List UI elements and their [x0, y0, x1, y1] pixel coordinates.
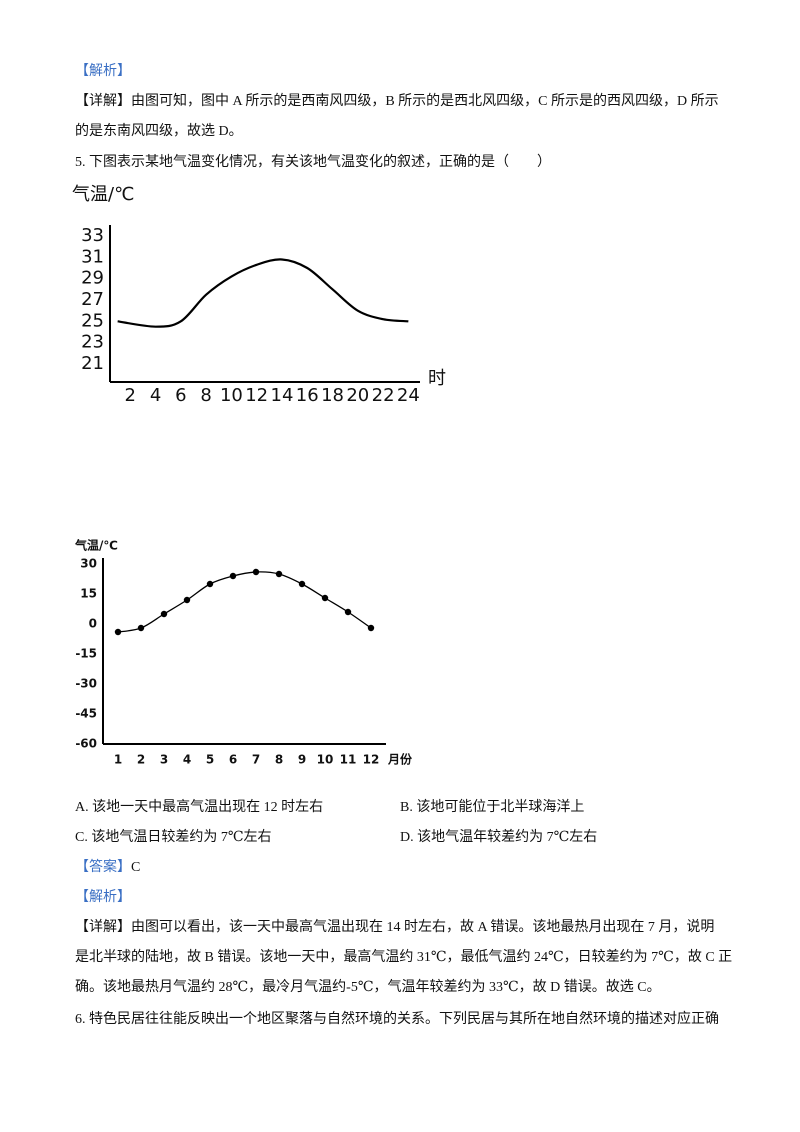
text: 由图可以看出，该一天中最高气温出现在 14 时左右，故 A 错误。该地最热月出现… [131, 920, 715, 935]
x-tick-label: 18 [321, 385, 344, 406]
point [298, 580, 306, 588]
point [160, 610, 168, 618]
y-tick-label: 29 [81, 268, 104, 289]
y-tick-label: 31 [81, 246, 104, 267]
section-tag: 【解析】 [75, 890, 131, 905]
point [206, 580, 214, 588]
answer-value: C [131, 860, 141, 875]
answer: 【答案】C [75, 858, 140, 878]
point [275, 570, 283, 578]
option: A. 该地一天中最高气温出现在 12 时左右 [75, 800, 324, 815]
y-tick-label: -45 [75, 707, 97, 721]
question: 6. 特色民居往往能反映出一个地区聚落与自然环境的关系。下列民居与其所在地自然环… [75, 1012, 719, 1027]
x-tick-label: 8 [275, 753, 283, 767]
x-tick-label: 24 [397, 385, 420, 406]
option: D. 该地气温年较差约为 7℃左右 [400, 830, 598, 845]
x-tick-label: 12 [245, 385, 268, 406]
x-tick-label: 11 [340, 753, 357, 767]
x-tick-label: 12 [363, 753, 380, 767]
x-tick-label: 9 [298, 753, 306, 767]
y-tick-label: 33 [81, 225, 104, 246]
point [137, 624, 145, 632]
y-tick-label: 15 [80, 587, 97, 601]
y-tick-label: -60 [75, 737, 97, 751]
question: 5. 下图表示某地气温变化情况，有关该地气温变化的叙述，正确的是（ ） [75, 155, 551, 170]
text: 由图可知，图中 A 所示的是西南风四级，B 所示的是西北风四级，C 所示是的西风… [131, 94, 719, 109]
x-tick-label: 8 [200, 385, 211, 406]
y-axis-label: 气温/℃ [74, 538, 118, 553]
paragraph-line: 的是东南风四级，故选 D。 [75, 124, 243, 139]
point [229, 572, 237, 580]
y-tick-label: 0 [89, 617, 97, 631]
y-tick-label: 25 [81, 310, 104, 331]
x-tick-label: 20 [346, 385, 369, 406]
x-tick-label: 10 [317, 753, 334, 767]
x-tick-label: 7 [252, 753, 260, 767]
x-tick-label: 6 [229, 753, 237, 767]
paragraph-line: 是北半球的陆地，故 B 错误。该地一天中，最高气温约 31℃，最低气温约 24℃… [75, 950, 733, 965]
option: C. 该地气温日较差约为 7℃左右 [75, 830, 272, 845]
x-tick-label: 22 [372, 385, 395, 406]
paragraph-line: 【详解】由图可以看出，该一天中最高气温出现在 14 时左右，故 A 错误。该地最… [75, 918, 714, 938]
x-tick-label: 4 [150, 385, 161, 406]
y-axis-label: 气温/℃ [72, 184, 134, 205]
x-tick-label: 2 [125, 385, 136, 406]
paragraph-line: 确。该地最热月气温约 28℃，最冷月气温约-5℃，气温年较差约为 33℃，故 D… [75, 980, 661, 995]
x-tick-label: 4 [183, 753, 191, 767]
x-tick-label: 16 [296, 385, 319, 406]
point [252, 568, 260, 576]
temperature-line [117, 258, 409, 328]
x-tick-label: 5 [206, 753, 214, 767]
x-axis-label: 时 [428, 368, 446, 389]
y-tick-label: 27 [81, 289, 104, 310]
y-tick-label: -30 [75, 677, 97, 691]
paragraph-line: 【详解】由图可知，图中 A 所示的是西南风四级，B 所示的是西北风四级，C 所示… [75, 92, 719, 112]
point [114, 628, 122, 636]
x-axis-label: 月份 [387, 752, 413, 767]
point [321, 594, 329, 602]
option: B. 该地可能位于北半球海洋上 [400, 800, 585, 815]
point [344, 608, 352, 616]
y-tick-label: 23 [81, 332, 104, 353]
tag: 【详解】 [75, 920, 131, 935]
y-tick-label: -15 [75, 647, 97, 661]
section-tag: 【解析】 [75, 64, 131, 79]
x-tick-label: 14 [271, 385, 294, 406]
point [183, 596, 191, 604]
y-tick-label: 30 [80, 557, 97, 571]
tag: 【详解】 [75, 94, 131, 109]
x-tick-label: 1 [114, 753, 122, 767]
x-tick-label: 6 [175, 385, 186, 406]
x-tick-label: 10 [220, 385, 243, 406]
x-tick-label: 3 [160, 753, 168, 767]
y-tick-label: 21 [81, 353, 104, 374]
point [367, 624, 375, 632]
x-tick-label: 2 [137, 753, 145, 767]
tag: 【答案】 [75, 860, 131, 875]
temperature-line [117, 571, 372, 633]
